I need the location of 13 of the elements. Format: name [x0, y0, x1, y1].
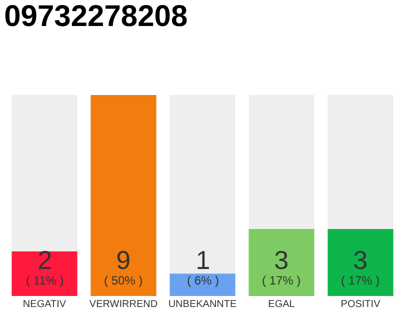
- data-label: 1 ( 6% ): [187, 245, 220, 288]
- data-label: 3 ( 17% ): [341, 245, 380, 288]
- bar: [12, 251, 78, 296]
- data-label: 9 ( 50% ): [104, 245, 143, 288]
- bar: [170, 274, 236, 296]
- x-tick-label: VERWIRREND: [89, 299, 158, 310]
- x-tick-label: EGAL: [268, 299, 296, 310]
- data-label: 2 ( 11% ): [26, 245, 64, 288]
- chart-title: 09732278208: [4, 0, 188, 33]
- data-label: 3 ( 17% ): [262, 245, 301, 288]
- x-tick-label: NEGATIV: [22, 299, 66, 310]
- x-tick-label: POSITIV: [340, 299, 381, 310]
- x-tick-label: UNBEKANNTE: [168, 299, 237, 310]
